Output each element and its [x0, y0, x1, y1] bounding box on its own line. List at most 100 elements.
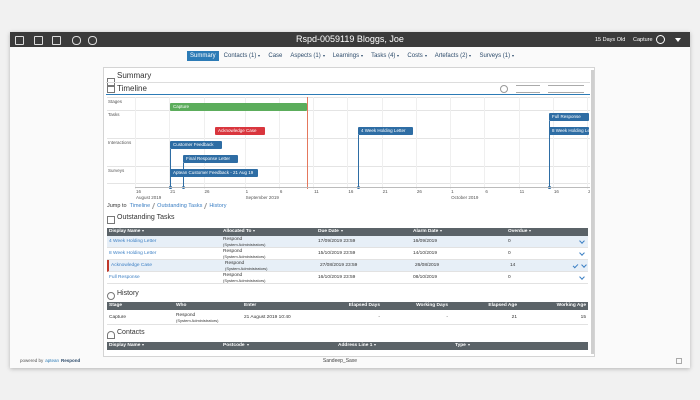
scroll-controls[interactable] [548, 85, 584, 93]
column-header[interactable]: Enter [244, 303, 256, 308]
column-header[interactable]: Elapsed Days [349, 303, 380, 308]
tasks-heading: Outstanding Tasks [117, 214, 175, 221]
tab-bar: Summary Contacts (1) Case Aspects (1) Learni… [187, 51, 517, 61]
column-header[interactable]: Who [176, 303, 186, 308]
column-header[interactable]: Address Line 1 [338, 343, 377, 348]
column-label: Working Days [416, 303, 448, 308]
table-row[interactable]: Acknowledge Case Respond (System Administr… [107, 260, 588, 272]
table-row[interactable]: 4 Week Holding Letter Respond (System Admi… [107, 236, 588, 248]
column-label: Allocated To [223, 229, 252, 234]
table-row[interactable]: Full Response Respond (System Administrato… [107, 272, 588, 284]
timeline-event[interactable]: Acknowledge Case [215, 127, 265, 135]
cell-line: (System Administrators) [223, 254, 266, 259]
column-label: Type [455, 343, 466, 348]
tab-label: Costs [407, 53, 423, 59]
cell: 26/08/2019 [415, 263, 440, 268]
day-label: 6 [279, 189, 283, 194]
column-header[interactable]: Alarm Date [413, 229, 443, 234]
tab-caret [397, 55, 400, 57]
timeline-event[interactable]: 8 Week Holding Letter [549, 127, 589, 135]
timeline-event[interactable]: Capture [170, 103, 307, 111]
jump-link[interactable]: Outstanding Tasks [157, 203, 203, 209]
cell: 15 [580, 314, 586, 320]
cell: Full Response [109, 275, 140, 280]
tab-caret [424, 55, 427, 57]
column-header[interactable]: Allocated To [223, 229, 256, 234]
divider [106, 82, 590, 83]
timeline-event[interactable]: Aptean Customer Feedback - 21 Aug 19 [170, 169, 258, 177]
column-header[interactable]: Due Date [318, 229, 343, 234]
day-label: 1 [451, 189, 454, 194]
jump-link[interactable]: History [209, 203, 227, 209]
grid-line [169, 97, 171, 189]
column-header[interactable]: Display Name [109, 229, 145, 234]
column-header[interactable]: Working Days [416, 303, 448, 308]
timeline-event[interactable]: Final Response Letter [183, 155, 238, 163]
settings-icon[interactable] [88, 36, 97, 45]
column-header[interactable]: Overdue [508, 229, 532, 234]
column-label: Postcode [223, 343, 245, 348]
timeline-icon [107, 86, 115, 93]
table-row[interactable]: Capture Respond (System Administrators) 21 … [107, 310, 588, 325]
expand-chevron[interactable] [581, 262, 587, 268]
tab-label: Tasks (4) [371, 53, 396, 59]
print-icon[interactable] [34, 36, 43, 45]
column-header[interactable]: Display Name [109, 343, 145, 348]
tab-caret [469, 55, 472, 57]
tab[interactable]: Summary [187, 51, 219, 61]
done-check[interactable] [572, 262, 579, 269]
cell: Respond (System Administrators) [223, 249, 265, 259]
expand-chevron[interactable] [579, 250, 585, 256]
save-icon[interactable] [15, 36, 24, 45]
brand: aptean [45, 358, 60, 363]
timeline-event[interactable]: 4 Week Holding Letter [358, 127, 413, 135]
column-label: Who [176, 303, 187, 308]
zoom-controls[interactable] [516, 85, 540, 93]
contacts-icon [107, 331, 115, 339]
tab[interactable]: Learnings [330, 51, 366, 61]
grid-line [450, 97, 452, 189]
timeline-chart: Stages Tasks Interactions Surveys 16 21 26 1 6 11… [107, 97, 590, 201]
column-header[interactable]: Stage [109, 303, 122, 308]
link-icon[interactable] [72, 36, 81, 45]
sort-arrow [246, 343, 249, 346]
tab-label: Aspects (1) [290, 53, 321, 59]
tab[interactable]: Contacts (1) [221, 51, 264, 61]
cell-line: (System Administrators) [223, 278, 266, 283]
tab[interactable]: Aspects (1) [287, 51, 327, 61]
tab[interactable]: Case [265, 51, 285, 61]
day-label: 11 [519, 189, 525, 194]
column-label: Display Name [109, 229, 141, 234]
cell-line: Respond [223, 249, 243, 254]
column-header[interactable]: Type [455, 343, 470, 348]
tab[interactable]: Costs [404, 51, 429, 61]
table-row[interactable]: 8 Week Holding Letter Respond (System Admi… [107, 248, 588, 260]
grid-line [381, 97, 383, 189]
jump-link[interactable]: Timeline [129, 203, 151, 209]
day-label: 1 [245, 189, 249, 194]
link-sep [152, 203, 156, 209]
tab[interactable]: Surveys (1) [476, 51, 517, 61]
cell: 16/09/2019 [413, 239, 438, 244]
column-header[interactable]: Postcode [223, 343, 249, 348]
timeline-settings[interactable] [500, 85, 508, 93]
timeline-event[interactable]: Customer Feedback [170, 141, 222, 149]
expand-chevron[interactable] [579, 274, 585, 280]
row-label: Tasks [108, 112, 120, 117]
column-header[interactable]: Elapsed Age [488, 303, 517, 308]
export-icon[interactable] [52, 36, 61, 45]
tab[interactable]: Tasks (4) [368, 51, 402, 61]
menu-caret[interactable] [675, 38, 681, 42]
scrollbar[interactable] [591, 70, 594, 354]
day-label: 6 [485, 189, 488, 194]
tab[interactable]: Artefacts (2) [432, 51, 475, 61]
cell: - [446, 314, 448, 320]
event-stem [549, 135, 550, 187]
grid-line [244, 97, 246, 189]
column-header[interactable]: Working Age [557, 303, 586, 308]
cell: Respond (System Administrators) [223, 273, 265, 283]
timeline-event[interactable]: Full Response [549, 113, 589, 121]
expand-chevron[interactable] [579, 238, 585, 244]
stage-button[interactable]: Capture [633, 37, 653, 43]
